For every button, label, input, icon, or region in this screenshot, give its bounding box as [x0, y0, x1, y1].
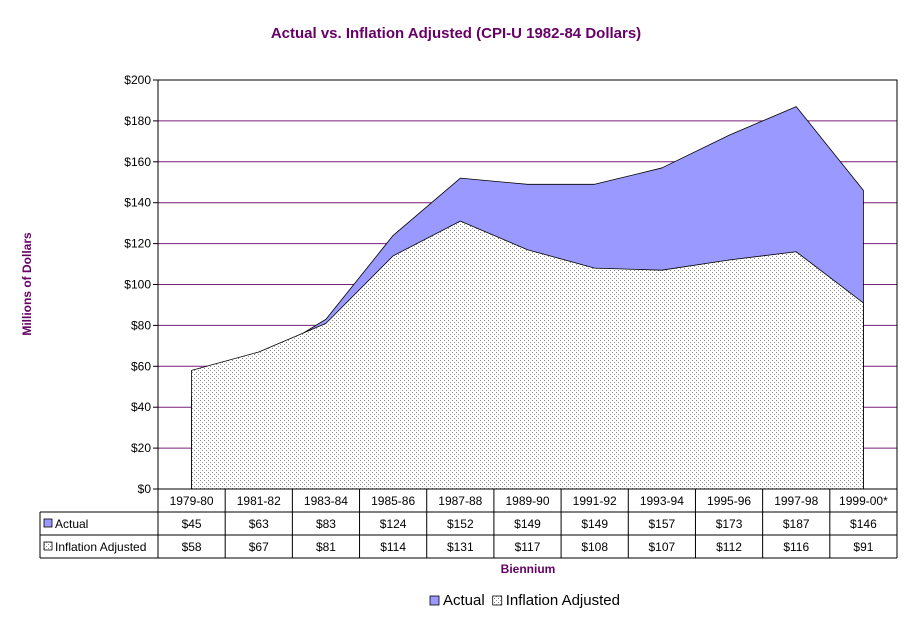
table-value-cell: $149	[581, 517, 608, 531]
table-value-cell: $124	[380, 517, 407, 531]
table-value-cell: $108	[581, 540, 608, 554]
y-tick-label: $0	[138, 482, 152, 496]
y-tick-label: $80	[131, 318, 151, 332]
table-category-label: 1989-90	[505, 494, 549, 508]
table-value-cell: $81	[316, 540, 336, 554]
legend-label: Inflation Adjusted	[506, 592, 620, 609]
table-category-label: 1999-00*	[839, 494, 888, 508]
table-value-cell: $146	[850, 517, 877, 531]
y-tick-label: $40	[131, 400, 151, 414]
table-value-cell: $58	[182, 540, 202, 554]
table-series-name: Inflation Adjusted	[55, 540, 146, 554]
table-value-cell: $112	[716, 540, 742, 554]
y-tick-label: $100	[124, 278, 151, 292]
x-axis-label: Biennium	[501, 562, 556, 576]
table-category-label: 1995-96	[707, 494, 751, 508]
table-value-cell: $187	[783, 517, 810, 531]
table-category-label: 1979-80	[170, 494, 214, 508]
table-series-name: Actual	[55, 517, 88, 531]
table-value-cell: $91	[853, 540, 873, 554]
table-value-cell: $173	[716, 517, 743, 531]
table-key-inflation-adjusted	[43, 541, 53, 551]
table-category-label: 1993-94	[640, 494, 684, 508]
table-key-actual	[43, 518, 53, 528]
table-value-cell: $67	[249, 540, 269, 554]
y-axis-label: Millions of Dollars	[20, 232, 34, 336]
table-value-cell: $149	[514, 517, 541, 531]
table-value-cell: $45	[182, 517, 202, 531]
y-tick-label: $180	[124, 114, 151, 128]
table-category-label: 1991-92	[573, 494, 617, 508]
table-value-cell: $131	[447, 540, 474, 554]
y-tick-label: $120	[124, 237, 151, 251]
table-category-label: 1981-82	[237, 494, 281, 508]
chart-title: Actual vs. Inflation Adjusted (CPI-U 198…	[271, 25, 641, 42]
table-value-cell: $83	[316, 517, 336, 531]
legend-swatch-actual	[429, 595, 440, 606]
table-value-cell: $107	[649, 540, 676, 554]
table-category-label: 1983-84	[304, 494, 348, 508]
plot-areas	[191, 106, 864, 490]
y-tick-label: $140	[124, 196, 151, 210]
table-value-cell: $152	[447, 517, 474, 531]
data-table: 1979-80 1981-82 1983-84 1985-86 1987-88 1989-…	[39, 488, 898, 559]
legend-swatch-inflation-adjusted	[492, 595, 503, 606]
table-value-cell: $114	[380, 540, 406, 554]
table-value-cell: $117	[515, 540, 541, 554]
table-value-cell: $116	[783, 540, 809, 554]
table-category-label: 1985-86	[371, 494, 415, 508]
table-value-cell: $157	[649, 517, 676, 531]
series-area-inflation-adjusted	[191, 220, 864, 490]
legend: Actual Inflation Adjusted	[429, 592, 620, 609]
table-value-cell: $63	[249, 517, 269, 531]
y-tick-label: $20	[131, 441, 151, 455]
y-axis-ticks: $0 $20 $40 $60 $80 $100 $120 $140 $160 $180 $200	[124, 73, 158, 496]
y-tick-label: $160	[124, 155, 151, 169]
y-tick-label: $60	[131, 359, 151, 373]
table-category-label: 1997-98	[774, 494, 818, 508]
y-tick-label: $200	[124, 73, 151, 87]
legend-label: Actual	[443, 592, 485, 609]
table-category-label: 1987-88	[438, 494, 482, 508]
